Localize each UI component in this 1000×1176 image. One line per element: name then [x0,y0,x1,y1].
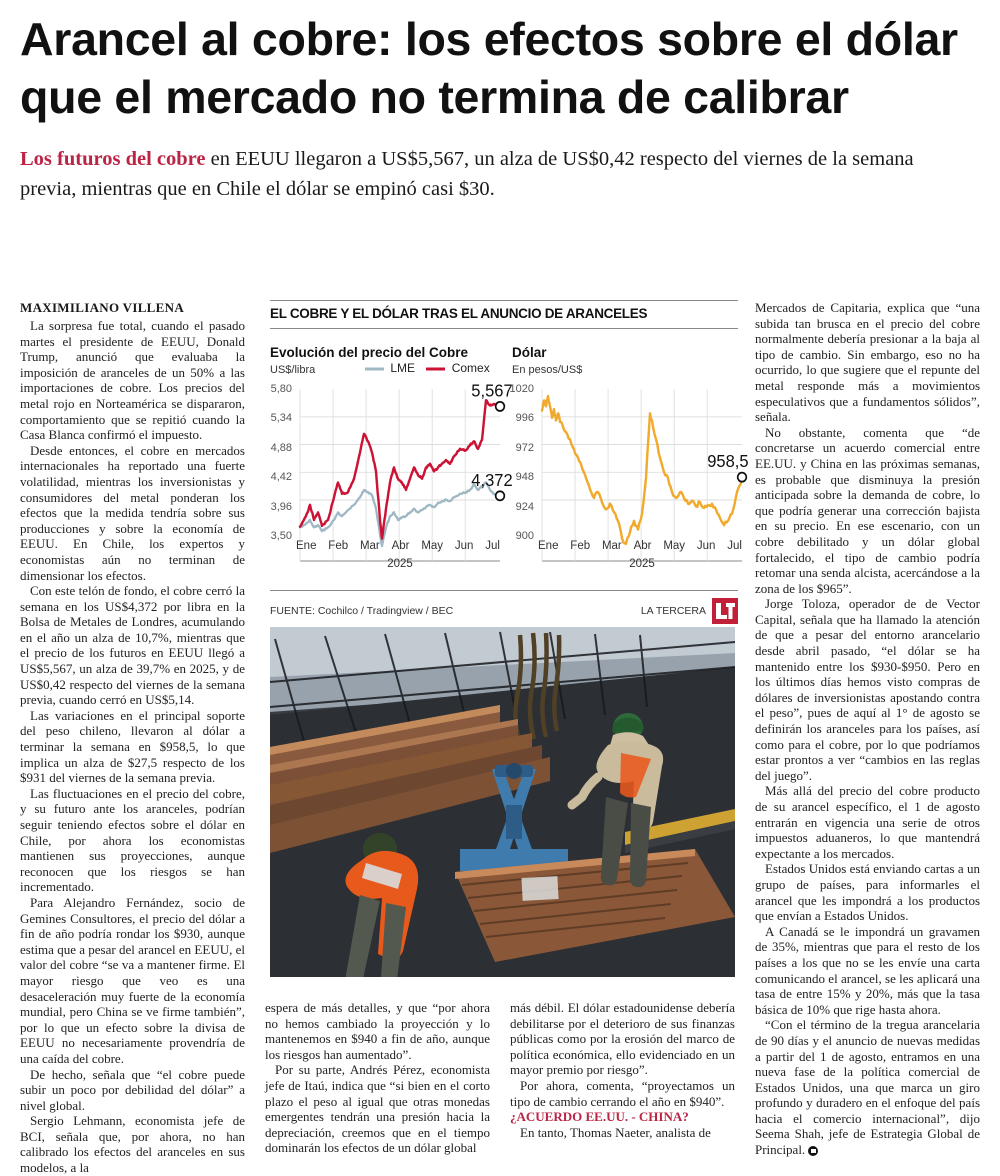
svg-text:4,372: 4,372 [471,471,512,490]
svg-text:958,5: 958,5 [707,452,748,471]
svg-text:5,567: 5,567 [471,381,512,400]
